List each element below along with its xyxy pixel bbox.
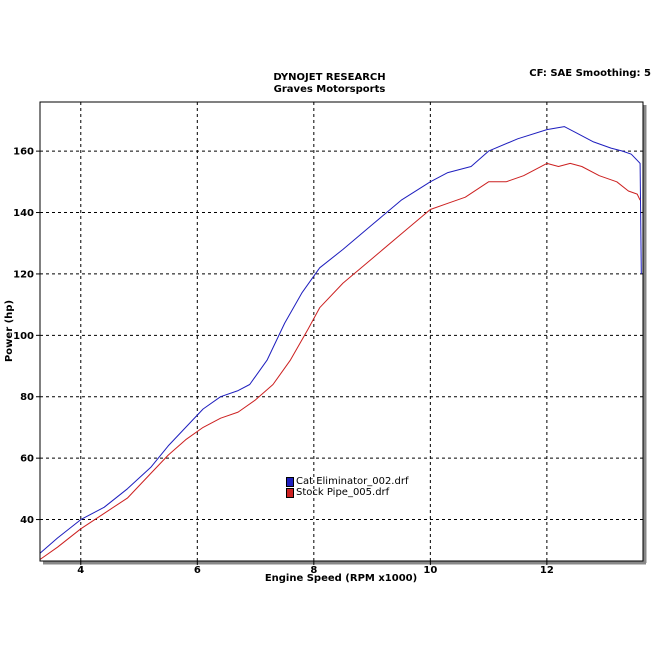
legend-label: Cat Eliminator_002.drf bbox=[296, 476, 409, 487]
y-tick-label: 120 bbox=[13, 269, 34, 280]
y-axis-label: Power (hp) bbox=[4, 300, 15, 362]
x-axis-label: Engine Speed (RPM x1000) bbox=[265, 573, 417, 584]
chart-title: DYNOJET RESEARCH bbox=[273, 72, 386, 83]
tick-labels: 4 6 8 10 12 40 60 80 100 120 140 160 bbox=[13, 147, 554, 576]
series-line-cat-eliminator bbox=[39, 126, 642, 554]
x-tick-label: 6 bbox=[194, 565, 201, 576]
y-tick-label: 140 bbox=[13, 208, 34, 219]
series-line-stock-pipe bbox=[39, 162, 641, 560]
series-layer bbox=[39, 126, 642, 560]
plot-frame bbox=[39, 101, 644, 562]
legend-item-cat-eliminator: Cat Eliminator_002.drf bbox=[286, 476, 408, 487]
x-tick-label: 4 bbox=[77, 565, 84, 576]
y-tick-label: 160 bbox=[13, 147, 34, 158]
x-tick-label: 8 bbox=[310, 565, 317, 576]
legend-swatch-red bbox=[286, 487, 294, 498]
y-tick-label: 60 bbox=[20, 454, 34, 465]
x-tick-label: 10 bbox=[423, 565, 437, 576]
y-tick-label: 100 bbox=[13, 331, 34, 342]
legend-label: Stock Pipe_005.drf bbox=[296, 487, 390, 498]
legend-item-stock-pipe: Stock Pipe_005.drf bbox=[286, 487, 408, 498]
x-tick-label: 12 bbox=[540, 565, 554, 576]
correction-info: CF: SAE Smoothing: 5 bbox=[529, 68, 651, 79]
legend-swatch-blue bbox=[286, 476, 294, 487]
chart-subtitle: Graves Motorsports bbox=[273, 84, 386, 95]
y-tick-label: 80 bbox=[20, 392, 34, 403]
legend: Cat Eliminator_002.drf Stock Pipe_005.dr… bbox=[286, 476, 408, 498]
grid-lines bbox=[40, 102, 643, 561]
y-tick-label: 40 bbox=[20, 515, 34, 526]
